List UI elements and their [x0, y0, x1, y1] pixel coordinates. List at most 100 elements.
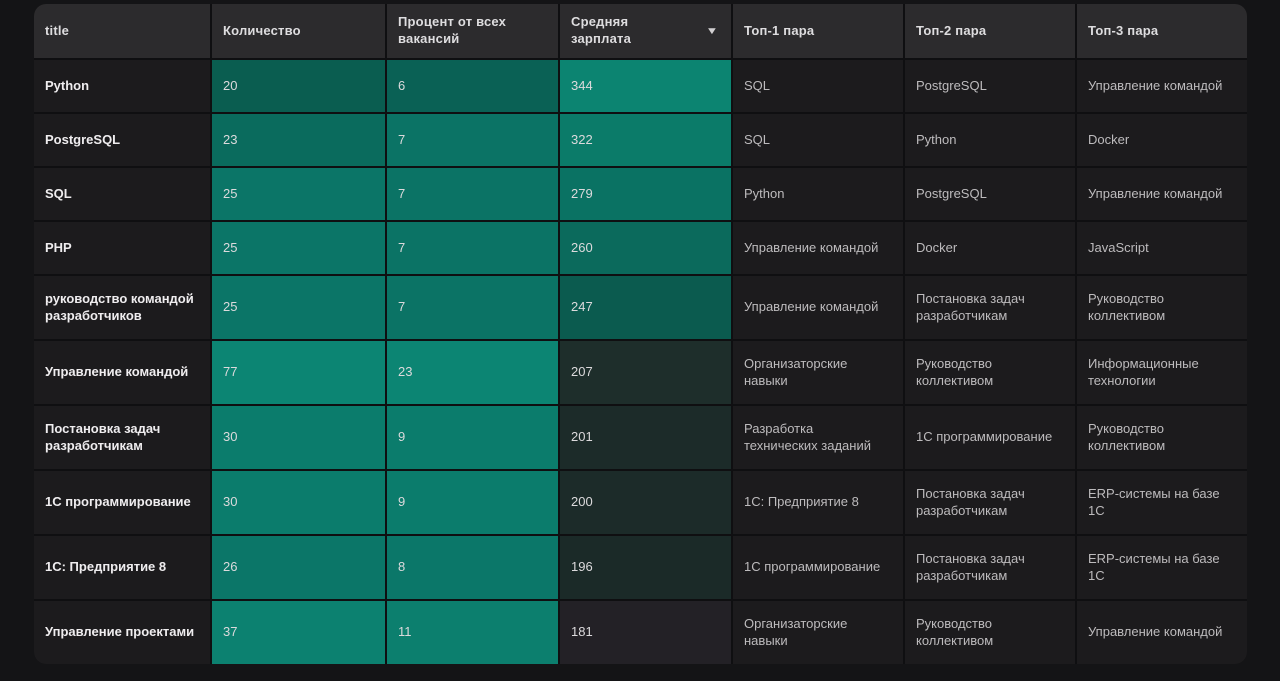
cell-count-text: 25	[223, 299, 237, 316]
cell-title: Python	[34, 60, 210, 112]
cell-top2: 1С программирование	[905, 406, 1075, 469]
cell-top1: SQL	[733, 114, 903, 166]
cell-salary-text: 181	[571, 624, 593, 641]
cell-top1-text: 1С: Предприятие 8	[744, 494, 859, 511]
cell-salary-text: 322	[571, 132, 593, 149]
cell-count: 77	[212, 341, 385, 404]
cell-top1: Организаторские навыки	[733, 601, 903, 664]
column-header-label: Топ-1 пара	[744, 23, 814, 40]
cell-salary: 247	[560, 276, 731, 339]
cell-percent-text: 7	[398, 186, 405, 203]
cell-percent-text: 23	[398, 364, 412, 381]
cell-top2-text: Руководство коллективом	[916, 616, 1061, 650]
cell-top2-text: Docker	[916, 240, 957, 257]
cell-percent-text: 9	[398, 494, 405, 511]
cell-top1-text: Организаторские навыки	[744, 616, 889, 650]
column-header-count[interactable]: Количество	[212, 4, 385, 58]
cell-salary: 344	[560, 60, 731, 112]
cell-top3-text: Управление командой	[1088, 624, 1222, 641]
cell-title-text: SQL	[45, 186, 72, 203]
cell-percent: 23	[387, 341, 558, 404]
column-header-salary[interactable]: Средняя зарплата ▼	[560, 4, 731, 58]
cell-percent: 7	[387, 114, 558, 166]
cell-salary: 260	[560, 222, 731, 274]
cell-top3-text: Информационные технологии	[1088, 356, 1233, 390]
cell-top2-text: Постановка задач разработчикам	[916, 551, 1061, 585]
cell-top1-text: Разработка технических заданий	[744, 421, 889, 455]
cell-count: 37	[212, 601, 385, 664]
cell-count: 20	[212, 60, 385, 112]
cell-top1-text: Управление командой	[744, 299, 878, 316]
cell-salary-text: 201	[571, 429, 593, 446]
cell-title-text: 1С программирование	[45, 494, 191, 511]
cell-salary-text: 247	[571, 299, 593, 316]
column-header-label: Количество	[223, 23, 301, 40]
cell-salary-text: 260	[571, 240, 593, 257]
cell-top1-text: SQL	[744, 78, 770, 95]
cell-top2: Постановка задач разработчикам	[905, 276, 1075, 339]
cell-top1: 1С программирование	[733, 536, 903, 599]
cell-top3: JavaScript	[1077, 222, 1247, 274]
cell-count-text: 20	[223, 78, 237, 95]
cell-top2: Docker	[905, 222, 1075, 274]
cell-top3-text: Руководство коллективом	[1088, 291, 1233, 325]
cell-percent: 8	[387, 536, 558, 599]
cell-top1: Организаторские навыки	[733, 341, 903, 404]
cell-top1: Управление командой	[733, 222, 903, 274]
cell-top3-text: ERP-системы на базе 1С	[1088, 486, 1233, 520]
cell-top2-text: Постановка задач разработчикам	[916, 486, 1061, 520]
column-header-label: Топ-3 пара	[1088, 23, 1158, 40]
cell-salary-text: 344	[571, 78, 593, 95]
cell-salary-text: 279	[571, 186, 593, 203]
column-header-top2[interactable]: Топ-2 пара	[905, 4, 1075, 58]
cell-title: руководство командой разработчиков	[34, 276, 210, 339]
cell-salary: 181	[560, 601, 731, 664]
cell-top3: ERP-системы на базе 1С	[1077, 471, 1247, 534]
cell-title: Постановка задач разработчикам	[34, 406, 210, 469]
column-header-top3[interactable]: Топ-3 пара	[1077, 4, 1247, 58]
cell-top3: ERP-системы на базе 1С	[1077, 536, 1247, 599]
cell-title: Управление командой	[34, 341, 210, 404]
cell-count-text: 30	[223, 494, 237, 511]
cell-percent-text: 7	[398, 299, 405, 316]
cell-count-text: 25	[223, 240, 237, 257]
column-header-title[interactable]: title	[34, 4, 210, 58]
cell-title-text: PostgreSQL	[45, 132, 120, 149]
cell-top1-text: SQL	[744, 132, 770, 149]
cell-percent-text: 9	[398, 429, 405, 446]
cell-top2-text: Постановка задач разработчикам	[916, 291, 1061, 325]
cell-top2-text: Руководство коллективом	[916, 356, 1061, 390]
cell-top1: SQL	[733, 60, 903, 112]
column-header-top1[interactable]: Топ-1 пара	[733, 4, 903, 58]
cell-top3: Руководство коллективом	[1077, 276, 1247, 339]
cell-title-text: Постановка задач разработчикам	[45, 421, 196, 455]
cell-top1: Управление командой	[733, 276, 903, 339]
cell-title-text: Управление проектами	[45, 624, 194, 641]
cell-salary: 279	[560, 168, 731, 220]
cell-title: PostgreSQL	[34, 114, 210, 166]
sort-desc-icon[interactable]: ▼	[705, 25, 718, 38]
cell-count: 30	[212, 406, 385, 469]
cell-top1-text: Управление командой	[744, 240, 878, 257]
cell-top2-text: PostgreSQL	[916, 78, 987, 95]
cell-top1-text: Организаторские навыки	[744, 356, 889, 390]
column-header-label: title	[45, 23, 69, 40]
cell-top1: 1С: Предприятие 8	[733, 471, 903, 534]
cell-title: Управление проектами	[34, 601, 210, 664]
cell-salary: 201	[560, 406, 731, 469]
cell-top3-text: JavaScript	[1088, 240, 1149, 257]
cell-percent: 9	[387, 471, 558, 534]
cell-count: 25	[212, 168, 385, 220]
cell-top2: Постановка задач разработчикам	[905, 536, 1075, 599]
cell-title-text: PHP	[45, 240, 72, 257]
cell-percent-text: 8	[398, 559, 405, 576]
cell-salary-text: 207	[571, 364, 593, 381]
cell-top2: Постановка задач разработчикам	[905, 471, 1075, 534]
column-header-percent[interactable]: Процент от всех вакансий	[387, 4, 558, 58]
cell-percent: 7	[387, 222, 558, 274]
cell-percent: 9	[387, 406, 558, 469]
cell-percent: 7	[387, 168, 558, 220]
cell-title: SQL	[34, 168, 210, 220]
cell-count: 23	[212, 114, 385, 166]
cell-salary-text: 196	[571, 559, 593, 576]
